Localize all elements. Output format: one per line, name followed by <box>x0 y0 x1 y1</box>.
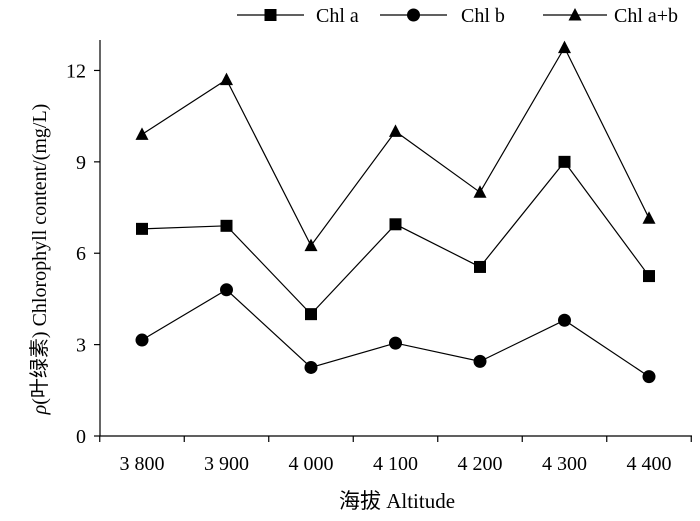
series-chl-a-b <box>135 40 656 252</box>
data-point <box>135 333 149 347</box>
series-chl-a <box>136 155 655 321</box>
data-point <box>389 218 402 231</box>
data-point <box>473 354 487 368</box>
legend-item: Chl b <box>380 5 505 27</box>
data-point <box>473 185 487 198</box>
data-point <box>389 124 402 137</box>
data-point <box>220 283 233 297</box>
x-tick-label: 4 300 <box>542 453 587 475</box>
data-point <box>304 360 318 374</box>
x-tick-label: 4 100 <box>373 453 418 475</box>
x-axis-ticks: 3 800 3 900 4 000 4 100 4 200 4 300 4 400 <box>99 436 692 475</box>
y-tick-label: 12 <box>66 60 86 82</box>
data-point <box>642 211 656 224</box>
x-tick-label: 4 000 <box>289 453 334 475</box>
legend-marker <box>407 8 420 22</box>
legend-marker <box>568 8 582 21</box>
axes: 0 3 6 9 12 3 800 3 900 4 000 4 100 4 200 4 300 4 4… <box>66 40 692 475</box>
x-tick-label: 3 800 <box>120 453 165 475</box>
y-axis-label-text: (叶绿素) Chlorophyll content/(mg/L) <box>28 104 51 405</box>
series-layer <box>135 40 656 384</box>
data-point <box>220 72 233 86</box>
data-point <box>558 313 571 327</box>
x-tick-label: 4 200 <box>458 453 503 475</box>
data-point <box>643 270 655 283</box>
series-line <box>141 160 650 316</box>
data-point <box>558 155 571 168</box>
data-point <box>135 127 149 140</box>
series-chl-b <box>135 283 656 384</box>
x-tick-label: 4 400 <box>627 453 672 475</box>
legend-item: Chl a <box>237 5 359 27</box>
legend-label: Chl a+b <box>614 5 678 27</box>
y-axis-label: ρ(叶绿素) Chlorophyll content/(mg/L) <box>28 104 51 416</box>
y-tick-label: 9 <box>76 152 86 174</box>
data-point <box>474 260 486 273</box>
y-tick-label: 0 <box>76 426 86 448</box>
x-tick-label: 3 900 <box>204 453 249 475</box>
x-axis-label: 海拔 Altitude <box>339 489 455 513</box>
legend: Chl a Chl b Chl a+b <box>237 5 678 27</box>
legend-label: Chl a <box>316 5 359 27</box>
series-line <box>141 46 650 247</box>
legend-marker <box>264 9 277 21</box>
legend-item: Chl a+b <box>543 5 678 27</box>
legend-label: Chl b <box>461 5 505 27</box>
y-axis-ticks: 0 3 6 9 12 <box>66 60 100 448</box>
data-point <box>642 370 656 384</box>
data-point <box>304 238 318 252</box>
data-point <box>305 308 317 321</box>
data-point <box>136 222 148 235</box>
series-line <box>141 289 650 378</box>
data-point <box>558 40 571 54</box>
data-point <box>220 219 233 232</box>
y-axis-label-symbol: ρ <box>29 405 51 416</box>
y-tick-label: 3 <box>76 335 86 357</box>
data-point <box>389 336 402 350</box>
y-tick-label: 6 <box>76 243 86 265</box>
